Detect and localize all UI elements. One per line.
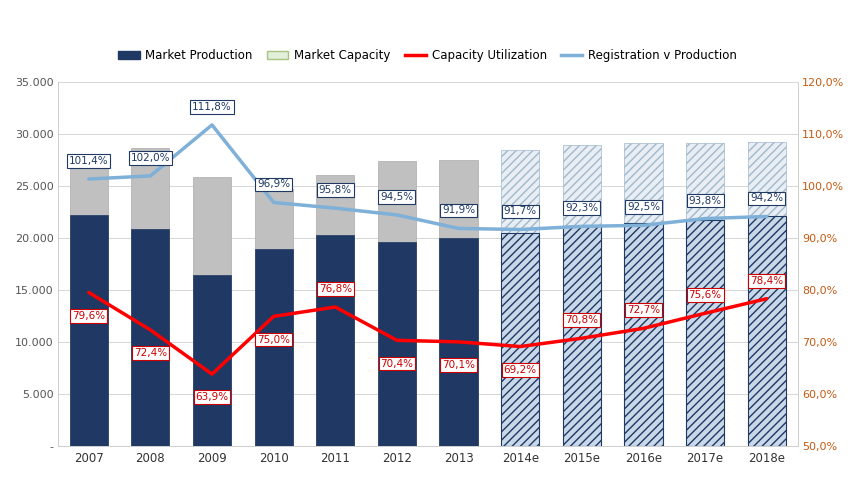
Bar <box>193 275 231 446</box>
Text: 72,4%: 72,4% <box>134 348 167 358</box>
Text: 75,0%: 75,0% <box>257 335 290 345</box>
Bar <box>501 150 539 446</box>
Bar <box>747 216 786 446</box>
Bar <box>686 220 724 446</box>
Bar <box>624 143 662 446</box>
Bar <box>131 229 169 446</box>
Bar <box>131 148 169 446</box>
Text: 69,2%: 69,2% <box>503 365 537 375</box>
Bar <box>378 242 416 446</box>
Text: 95,8%: 95,8% <box>319 185 352 195</box>
Bar <box>563 226 601 446</box>
Text: 75,6%: 75,6% <box>689 290 722 300</box>
Text: 70,4%: 70,4% <box>381 359 413 369</box>
Bar <box>624 223 662 446</box>
Bar <box>378 161 416 446</box>
Text: 96,9%: 96,9% <box>257 180 290 190</box>
Text: 91,7%: 91,7% <box>503 206 537 216</box>
Bar <box>316 235 355 446</box>
Text: 79,6%: 79,6% <box>72 311 106 321</box>
Text: 92,5%: 92,5% <box>627 202 660 212</box>
Text: 70,8%: 70,8% <box>565 315 599 325</box>
Text: 91,9%: 91,9% <box>442 205 475 216</box>
Bar <box>70 216 108 446</box>
Text: 72,7%: 72,7% <box>627 305 660 315</box>
Bar <box>70 162 108 446</box>
Bar <box>193 177 231 446</box>
Text: 94,2%: 94,2% <box>750 193 783 204</box>
Text: 70,1%: 70,1% <box>442 360 475 370</box>
Bar <box>254 249 293 446</box>
Text: 93,8%: 93,8% <box>689 195 722 205</box>
Bar <box>254 190 293 446</box>
Text: 92,3%: 92,3% <box>565 204 599 213</box>
Text: 101,4%: 101,4% <box>69 156 108 166</box>
Bar <box>440 160 478 446</box>
Bar <box>747 142 786 446</box>
Text: 111,8%: 111,8% <box>192 102 232 112</box>
Bar <box>316 175 355 446</box>
Bar <box>501 233 539 446</box>
Bar <box>440 239 478 446</box>
Text: 78,4%: 78,4% <box>750 276 783 286</box>
Legend: Market Production, Market Capacity, Capacity Utilization, Registration v Product: Market Production, Market Capacity, Capa… <box>113 45 742 67</box>
Text: 94,5%: 94,5% <box>381 192 413 202</box>
Bar <box>563 144 601 446</box>
Text: 102,0%: 102,0% <box>131 153 170 163</box>
Text: 76,8%: 76,8% <box>319 284 352 294</box>
Text: 63,9%: 63,9% <box>196 392 228 402</box>
Bar <box>686 143 724 446</box>
